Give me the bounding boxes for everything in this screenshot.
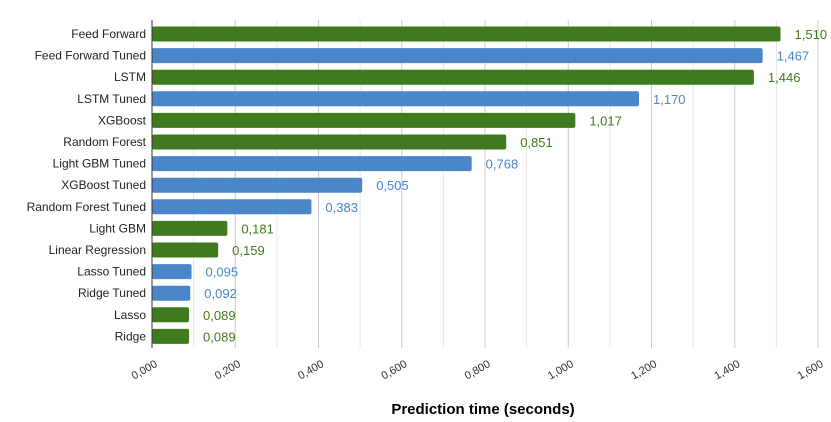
x-axis-title: Prediction time (seconds)	[391, 401, 574, 418]
category-label: Light GBM Tuned	[53, 157, 146, 171]
category-label: LSTM	[114, 70, 146, 84]
category-label: Feed Forward Tuned	[35, 49, 146, 63]
x-tick-label: 0,200	[213, 358, 243, 382]
category-label: Random Forest	[63, 135, 146, 149]
data-label: 1,446	[768, 70, 801, 85]
data-label: 0,092	[204, 286, 237, 301]
bar	[152, 26, 781, 42]
category-label: Ridge Tuned	[78, 286, 146, 300]
data-label: 0,181	[241, 221, 274, 236]
data-label: 0,505	[376, 178, 409, 193]
category-label: Light GBM	[89, 221, 146, 235]
data-label: 0,095	[206, 265, 239, 280]
data-label: 0,768	[486, 157, 519, 172]
category-label: Lasso Tuned	[77, 265, 146, 279]
category-label: XGBoost Tuned	[61, 178, 146, 192]
bar	[152, 220, 228, 236]
data-label: 1,467	[777, 49, 810, 64]
bar	[152, 48, 763, 64]
x-tick-label: 0,600	[379, 358, 409, 382]
bar	[152, 242, 219, 258]
category-label: Lasso	[114, 308, 146, 322]
x-tick-label: 0,400	[296, 358, 326, 382]
data-label: 0,383	[325, 200, 358, 215]
bar	[152, 285, 191, 301]
bar	[152, 134, 507, 150]
bar	[152, 307, 190, 323]
x-tick-label: 1,000	[546, 358, 576, 382]
bar	[152, 264, 192, 280]
data-label: 0,089	[203, 308, 236, 323]
category-label: LSTM Tuned	[77, 92, 146, 106]
x-tick-label: 0,800	[463, 358, 493, 382]
bar	[152, 91, 640, 107]
bar	[152, 156, 472, 172]
category-label: Random Forest Tuned	[27, 200, 146, 214]
bar	[152, 112, 576, 128]
x-tick-label: 1,200	[629, 358, 659, 382]
data-label: 1,170	[653, 92, 686, 107]
category-label: Feed Forward	[71, 27, 146, 41]
x-tick-label: 1,400	[712, 358, 742, 382]
bar	[152, 328, 190, 344]
bar	[152, 177, 363, 193]
data-label: 0,159	[232, 243, 265, 258]
data-label: 1,510	[795, 27, 828, 42]
data-label: 1,017	[589, 113, 622, 128]
x-tick-label: 1,600	[796, 358, 826, 382]
x-tick-label: 0,000	[130, 358, 160, 382]
data-label: 0,851	[520, 135, 553, 150]
bar	[152, 199, 312, 215]
category-label: Linear Regression	[49, 243, 146, 257]
bar	[152, 69, 754, 85]
category-label: Ridge	[115, 329, 147, 343]
data-label: 0,089	[203, 329, 236, 344]
category-label: XGBoost	[98, 113, 147, 127]
bars	[152, 26, 781, 344]
